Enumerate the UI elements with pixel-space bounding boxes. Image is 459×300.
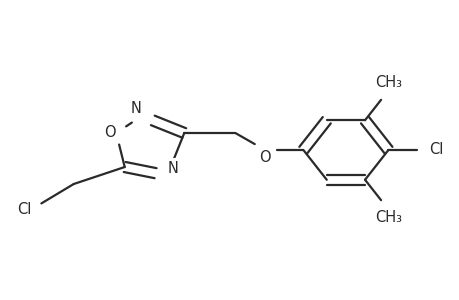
Text: O: O	[259, 150, 270, 165]
Text: N: N	[131, 101, 141, 116]
Text: CH₃: CH₃	[374, 209, 401, 224]
Text: Cl: Cl	[17, 202, 31, 217]
Text: N: N	[167, 160, 178, 175]
Text: O: O	[104, 125, 116, 140]
Text: CH₃: CH₃	[374, 76, 401, 91]
Text: Cl: Cl	[428, 142, 442, 158]
